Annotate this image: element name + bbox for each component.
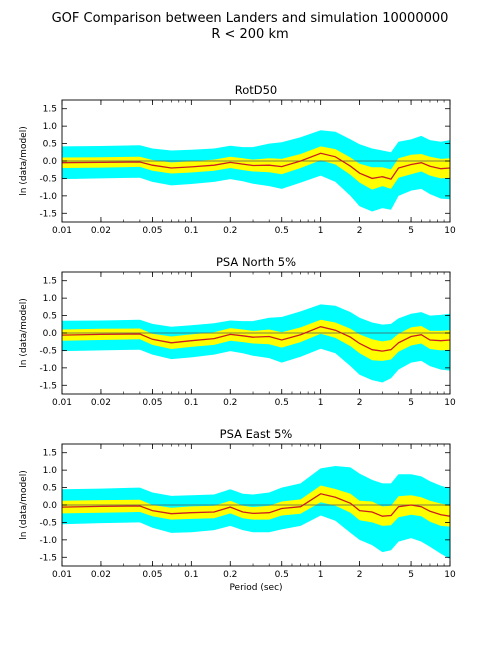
mean-line	[62, 152, 450, 180]
x-tick-label: 5	[408, 226, 414, 236]
x-tick-label: 0.5	[275, 570, 289, 580]
x-tick-label: 2	[357, 398, 363, 408]
x-tick-label: 0.05	[142, 398, 162, 408]
figure-title-line-2: R < 200 km	[211, 27, 288, 42]
y-tick-label: 1.0	[43, 294, 58, 304]
panel-psa-north: PSA North 5% ln (data/model) 0.01 0.02 0.0…	[19, 255, 456, 408]
x-tick-label: 0.01	[52, 398, 72, 408]
y-tick-label: 0.0	[43, 157, 58, 167]
x-tick-label: 1	[318, 226, 324, 236]
y-tick-label: 0.5	[43, 140, 57, 150]
y-tick-label: 0.0	[43, 329, 58, 339]
inner-band	[62, 319, 450, 361]
y-axis-label: ln (data/model)	[19, 298, 29, 367]
x-tick-label: 0.02	[91, 570, 111, 580]
x-tick-label: 2	[357, 570, 363, 580]
x-tick-label: 5	[408, 570, 414, 580]
y-tick-label: -0.5	[39, 518, 57, 528]
panel-psa-east: PSA East 5% ln (data/model) Period (sec)…	[19, 427, 456, 593]
x-tick-label: 1	[318, 398, 324, 408]
x-tick-label: 0.2	[223, 570, 237, 580]
y-tick-label: 0.0	[43, 501, 58, 511]
y-tick-label: -1.0	[39, 364, 57, 374]
y-tick-label: 1.0	[43, 466, 58, 476]
x-tick-label: 10	[444, 398, 456, 408]
mean-line	[62, 326, 450, 352]
x-tick-label: 5	[408, 398, 414, 408]
x-tick-label: 0.5	[275, 398, 289, 408]
plot-area	[62, 304, 450, 383]
panel-title: PSA North 5%	[216, 255, 296, 269]
x-tick-label: 0.5	[275, 226, 289, 236]
y-tick-label: -0.5	[39, 174, 57, 184]
x-tick-label: 0.1	[184, 398, 198, 408]
x-tick-label: 0.05	[142, 226, 162, 236]
panel-rotd50: RotD50 ln (data/model) 0.01 0.02 0.05 0.1 0.…	[19, 83, 456, 236]
x-tick-label: 0.2	[223, 226, 237, 236]
y-axis-label: ln (data/model)	[19, 126, 29, 195]
x-tick-label: 2	[357, 226, 363, 236]
y-tick-label: 1.5	[43, 449, 57, 459]
x-tick-label: 10	[444, 570, 456, 580]
y-tick-label: 1.5	[43, 105, 57, 115]
y-axis-label: ln (data/model)	[19, 470, 29, 539]
inner-band	[62, 146, 450, 190]
plot-area	[62, 130, 450, 212]
x-tick-label: 0.05	[142, 570, 162, 580]
x-tick-label: 0.1	[184, 570, 198, 580]
x-tick-label: 0.1	[184, 226, 198, 236]
x-tick-label: 0.02	[91, 226, 111, 236]
x-axis-label: Period (sec)	[229, 583, 282, 593]
y-tick-label: -0.5	[39, 346, 57, 356]
panel-title: RotD50	[235, 83, 278, 97]
y-tick-label: -1.0	[39, 536, 57, 546]
y-tick-label: -1.0	[39, 192, 57, 202]
plot-area	[62, 466, 450, 559]
y-tick-label: -1.5	[39, 381, 57, 391]
x-tick-label: 0.01	[52, 570, 72, 580]
x-tick-label: 1	[318, 570, 324, 580]
y-tick-label: 0.5	[43, 484, 57, 494]
inner-band	[62, 485, 450, 527]
x-tick-label: 10	[444, 226, 456, 236]
y-tick-label: 0.5	[43, 312, 57, 322]
y-tick-label: -1.5	[39, 553, 57, 563]
x-tick-label: 0.01	[52, 226, 72, 236]
y-tick-label: 1.0	[43, 122, 58, 132]
x-tick-label: 0.2	[223, 398, 237, 408]
mean-line	[62, 493, 450, 517]
y-tick-label: 1.5	[43, 277, 57, 287]
figure-title-line-1: GOF Comparison between Landers and simul…	[52, 11, 449, 26]
y-tick-label: -1.5	[39, 209, 57, 219]
x-tick-label: 0.02	[91, 398, 111, 408]
panel-title: PSA East 5%	[220, 427, 293, 441]
